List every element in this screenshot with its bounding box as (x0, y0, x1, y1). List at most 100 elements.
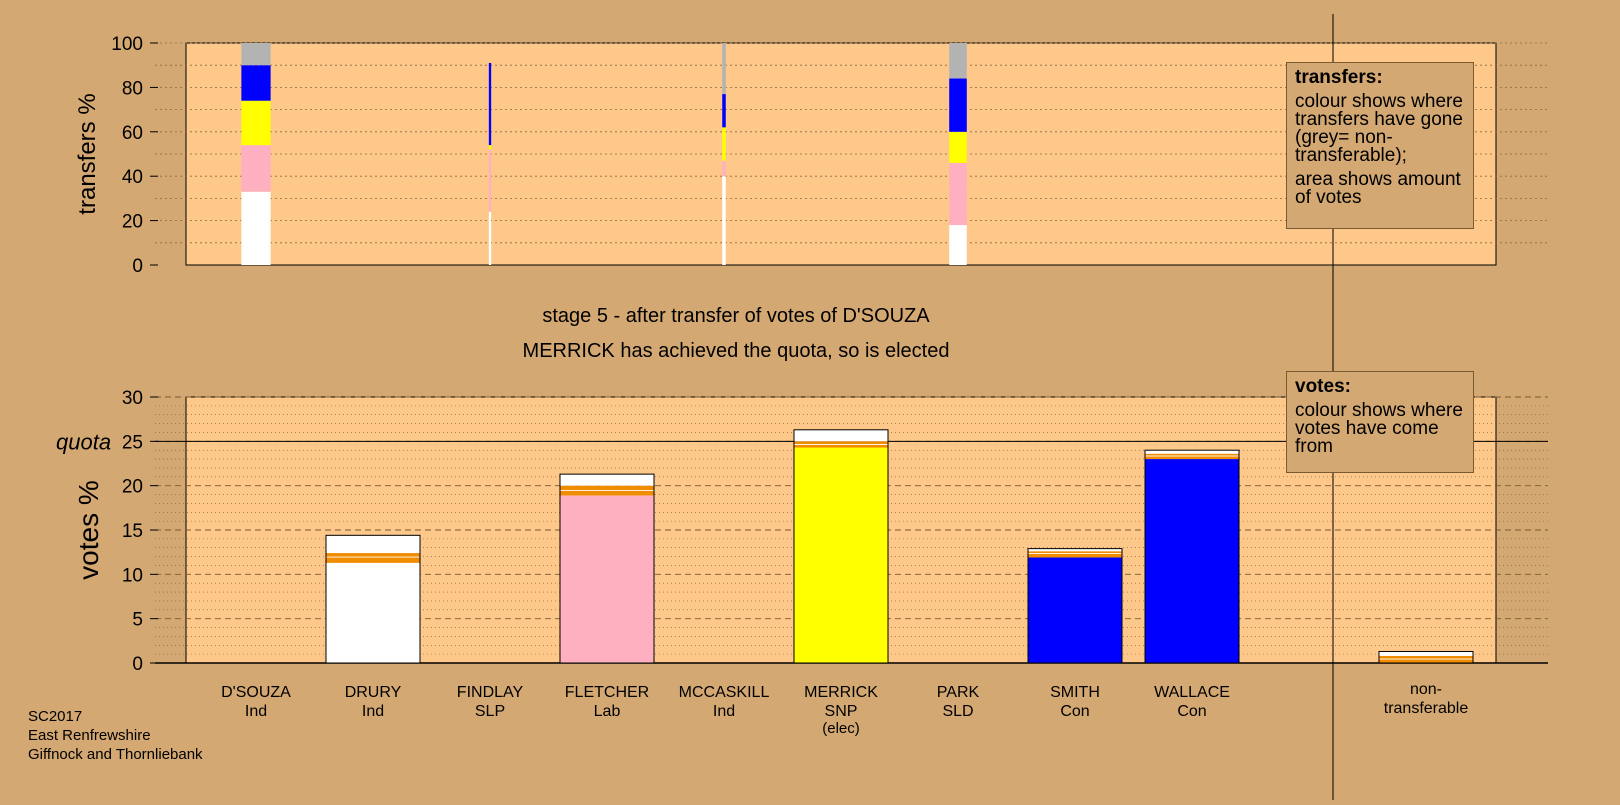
transfers-bar-segment (241, 145, 271, 192)
transfers-bar-segment (722, 43, 726, 95)
quota-label: quota (56, 429, 111, 454)
votes-ytick-label: 30 (122, 388, 143, 409)
votes-bar-segment (1028, 548, 1122, 552)
votes-bar-segment (1145, 455, 1239, 457)
votes-bar-segment (1145, 456, 1239, 460)
candidate-name-label: WALLACE (1154, 684, 1230, 701)
votes-legend: votes: colour shows where votes have com… (1286, 371, 1474, 473)
votes-bar-segment (1028, 551, 1122, 554)
votes-bar-segment (1379, 658, 1473, 660)
transfers-bar-segment (241, 100, 271, 146)
stage-title: stage 5 - after transfer of votes of D'S… (542, 305, 930, 327)
transfers-bar-segment (488, 149, 492, 212)
votes-bar-segment (1379, 651, 1473, 656)
transfers-legend: transfers: colour shows where transfers … (1286, 62, 1474, 229)
votes-bar-segment (1379, 659, 1473, 663)
votes-bar-segment (560, 474, 654, 486)
candidate-party-label: SLP (475, 703, 505, 720)
votes-bar-outline (1027, 548, 1123, 664)
votes-bar-segment (1028, 553, 1122, 554)
votes-ytick-label: 0 (132, 654, 143, 675)
votes-bar-outline (325, 534, 421, 664)
transfers-ytick-label: 20 (122, 212, 143, 233)
candidate-party-label: Ind (362, 703, 384, 720)
votes-bar-segment (326, 562, 420, 663)
transfers-bar-segment (722, 176, 726, 265)
votes-bar-segment (326, 535, 420, 554)
transfers-ytick-label: 60 (122, 123, 143, 144)
votes-bar-segment (326, 556, 420, 558)
footer-code: SC2017 (28, 708, 83, 725)
candidate-name-label: SMITH (1050, 684, 1100, 701)
transfers-bar-segment (949, 78, 967, 132)
votes-bar-segment (326, 553, 420, 557)
transfers-legend-text-2: area shows amount of votes (1295, 169, 1461, 208)
votes-bar-segment (794, 443, 888, 445)
candidate-status-label: (elec) (822, 720, 860, 737)
transfers-bar-segment (241, 191, 271, 265)
transfers-legend-title: transfers: (1295, 67, 1383, 88)
votes-ytick-label: 10 (122, 565, 143, 586)
votes-bar-segment (560, 485, 654, 491)
nontransferable-label: transferable (1384, 700, 1469, 717)
votes-bar-segment (794, 447, 888, 663)
nontransferable-label: non- (1410, 681, 1442, 698)
votes-bar-outline (1144, 449, 1240, 664)
transfers-bar-segment (949, 131, 967, 163)
transfers-bar-segment (241, 43, 271, 66)
transfers-bar-segment (241, 65, 271, 101)
candidate-party-label: Con (1060, 703, 1089, 720)
votes-bar-segment (560, 490, 654, 491)
votes-ylabel: votes % (73, 480, 104, 580)
transfers-ytick-label: 100 (111, 34, 143, 55)
footer-ward: Giffnock and Thornliebank (28, 746, 203, 763)
transfers-ytick-label: 80 (122, 78, 143, 99)
stage-subtitle: MERRICK has achieved the quota, so is el… (522, 340, 950, 362)
transfers-bar-segment (949, 162, 967, 226)
votes-bar-segment (1379, 655, 1473, 659)
votes-bar-segment (794, 429, 888, 442)
transfers-bar-segment (949, 225, 967, 265)
votes-bar-segment (1145, 453, 1239, 456)
votes-bar-segment (794, 441, 888, 444)
candidate-name-label: FINDLAY (457, 684, 524, 701)
candidate-name-label: PARK (937, 684, 980, 701)
votes-ytick-label: 20 (122, 477, 143, 498)
votes-bar-outline (793, 429, 889, 664)
transfers-bar-segment (488, 145, 492, 150)
transfers-bar-segment (488, 62, 492, 146)
votes-bar-segment (560, 495, 654, 663)
votes-ytick-label: 5 (132, 610, 143, 631)
votes-bar-segment (1028, 557, 1122, 663)
transfers-ylabel: transfers % (74, 93, 101, 214)
candidate-name-label: MCCASKILL (679, 684, 770, 701)
transfers-bar-segment (722, 160, 726, 177)
votes-bar-segment (560, 490, 654, 496)
transfers-ytick-label: 0 (132, 256, 143, 277)
votes-bar-segment (1028, 553, 1122, 558)
candidate-party-label: SNP (825, 703, 858, 720)
candidate-name-label: MERRICK (804, 684, 878, 701)
votes-bar-segment (326, 557, 420, 563)
candidate-party-label: Ind (713, 703, 735, 720)
votes-legend-title: votes: (1295, 376, 1351, 397)
votes-bar-segment (1145, 450, 1239, 454)
votes-ytick-label: 25 (122, 432, 143, 453)
transfers-bar-segment (722, 127, 726, 161)
candidate-name-label: D'SOUZA (221, 684, 291, 701)
candidate-name-label: DRURY (345, 684, 402, 701)
transfers-bar-segment (722, 94, 726, 128)
transfers-bar-segment (488, 211, 492, 265)
votes-legend-text: colour shows where votes have come from (1295, 400, 1463, 457)
transfers-bar-segment (949, 43, 967, 79)
candidate-name-label: FLETCHER (565, 684, 649, 701)
transfers-legend-text: colour shows where transfers have gone (… (1295, 91, 1463, 166)
votes-bar-segment (794, 444, 888, 448)
transfers-ytick-label: 40 (122, 167, 143, 188)
votes-bar-outline (559, 473, 655, 664)
candidate-party-label: Ind (245, 703, 267, 720)
candidate-party-label: Con (1177, 703, 1206, 720)
candidate-party-label: Lab (594, 703, 621, 720)
votes-ytick-label: 15 (122, 521, 143, 542)
